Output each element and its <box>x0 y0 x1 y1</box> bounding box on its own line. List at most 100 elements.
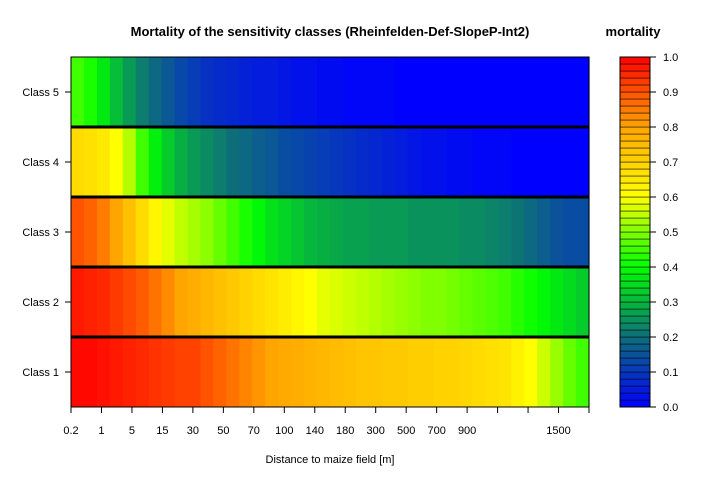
heatmap-cell <box>109 197 124 267</box>
heatmap-cell <box>576 57 590 127</box>
heatmap-cell <box>381 337 396 407</box>
heatmap-cell <box>200 267 215 337</box>
heatmap-cell <box>576 127 590 197</box>
heatmap-cell <box>511 57 525 127</box>
heatmap-cell <box>239 57 253 127</box>
heatmap-cell <box>83 267 98 337</box>
y-axis: Class 1 Class 2 Class 3 Class 4 Class 5 <box>22 87 71 379</box>
colorbar-band <box>619 70 651 79</box>
heatmap-cell <box>148 127 163 197</box>
colorbar-band <box>619 112 651 121</box>
colorbar-band <box>619 364 651 373</box>
x-axis: 0.2 1 5 15 30 50 70 100 140 180 300 500 700 900 1500 <box>63 406 590 437</box>
heatmap-cell <box>187 267 202 337</box>
heatmap-cell <box>368 127 383 197</box>
heatmap-cell <box>342 197 357 267</box>
heatmap-cells <box>71 57 590 407</box>
heatmap-cell <box>239 127 253 197</box>
heatmap-cell <box>122 267 137 337</box>
colorbar-band <box>619 175 651 184</box>
colorbar-band <box>619 252 651 261</box>
heatmap-cell <box>433 337 448 407</box>
heatmap-cell <box>381 267 396 337</box>
colorbar-band <box>619 287 651 296</box>
colorbar-band <box>619 385 651 394</box>
y-tick-label: Class 3 <box>22 227 59 239</box>
heatmap-cell <box>472 197 486 267</box>
heatmap-cell <box>122 57 137 127</box>
colorbar-tick-label: 0.8 <box>663 122 678 134</box>
heatmap-cell <box>278 197 292 267</box>
heatmap-cell <box>265 57 279 127</box>
heatmap-cell <box>576 267 590 337</box>
heatmap-cell <box>485 57 499 127</box>
heatmap-cell <box>342 127 357 197</box>
heatmap-cell <box>304 127 318 197</box>
colorbar-band <box>619 280 651 289</box>
heatmap-cell <box>524 57 538 127</box>
colorbar-band <box>619 56 651 65</box>
heatmap-cell <box>213 337 227 407</box>
row-separators <box>71 125 589 339</box>
heatmap-cell <box>174 127 189 197</box>
heatmap-cell <box>161 127 176 197</box>
heatmap-cell <box>342 337 357 407</box>
heatmap-cell <box>96 57 111 127</box>
heatmap-cell <box>537 127 551 197</box>
heatmap-cell <box>213 57 227 127</box>
heatmap-cell <box>83 197 98 267</box>
x-tick-label: 30 <box>187 425 199 437</box>
colorbar-band <box>619 210 651 219</box>
heatmap-cell <box>226 57 240 127</box>
heatmap-cell <box>355 267 370 337</box>
colorbar-band <box>619 245 651 254</box>
colorbar-band <box>619 308 651 317</box>
y-tick-label: Class 5 <box>22 87 59 99</box>
heatmap-cell <box>122 197 137 267</box>
heatmap-cell <box>459 57 474 127</box>
colorbar-band <box>619 140 651 149</box>
colorbar-title: mortality <box>606 24 662 39</box>
colorbar-band <box>619 259 651 268</box>
heatmap-cell <box>135 197 150 267</box>
colorbar-band <box>619 119 651 128</box>
heatmap-cell <box>537 267 551 337</box>
heatmap-cell <box>394 57 409 127</box>
colorbar-band <box>619 231 651 240</box>
colorbar-tick-label: 0.3 <box>663 297 678 309</box>
heatmap-cell <box>459 267 474 337</box>
heatmap-cell <box>563 197 577 267</box>
x-tick-label: 700 <box>427 425 445 437</box>
heatmap-cell <box>537 57 551 127</box>
heatmap-cell <box>71 267 85 337</box>
heatmap-cell <box>304 337 318 407</box>
heatmap-cell <box>226 127 240 197</box>
chart-title: Mortality of the sensitivity classes (Rh… <box>131 24 530 39</box>
heatmap-cell <box>330 127 344 197</box>
colorbar-band <box>619 168 651 177</box>
heatmap-cell <box>420 197 435 267</box>
x-tick-label: 5 <box>129 425 135 437</box>
heatmap-cell <box>265 337 279 407</box>
x-tick-label: 140 <box>306 425 324 437</box>
heatmap-cell <box>381 57 396 127</box>
heatmap-cell <box>355 197 370 267</box>
heatmap-cell <box>96 197 111 267</box>
heatmap-cell <box>524 197 538 267</box>
heatmap-cell <box>420 57 435 127</box>
colorbar-band <box>619 301 651 310</box>
heatmap-cell <box>446 197 461 267</box>
heatmap-cell <box>148 197 163 267</box>
colorbar-band <box>619 182 651 191</box>
colorbar-band <box>619 343 651 352</box>
heatmap-cell <box>498 197 512 267</box>
heatmap-cell <box>511 337 525 407</box>
heatmap-cell <box>342 267 357 337</box>
heatmap-cell <box>524 127 538 197</box>
colorbar-band <box>619 203 651 212</box>
heatmap-cell <box>148 57 163 127</box>
heatmap-cell <box>71 337 85 407</box>
heatmap-cell <box>524 337 538 407</box>
heatmap-cell <box>291 57 305 127</box>
